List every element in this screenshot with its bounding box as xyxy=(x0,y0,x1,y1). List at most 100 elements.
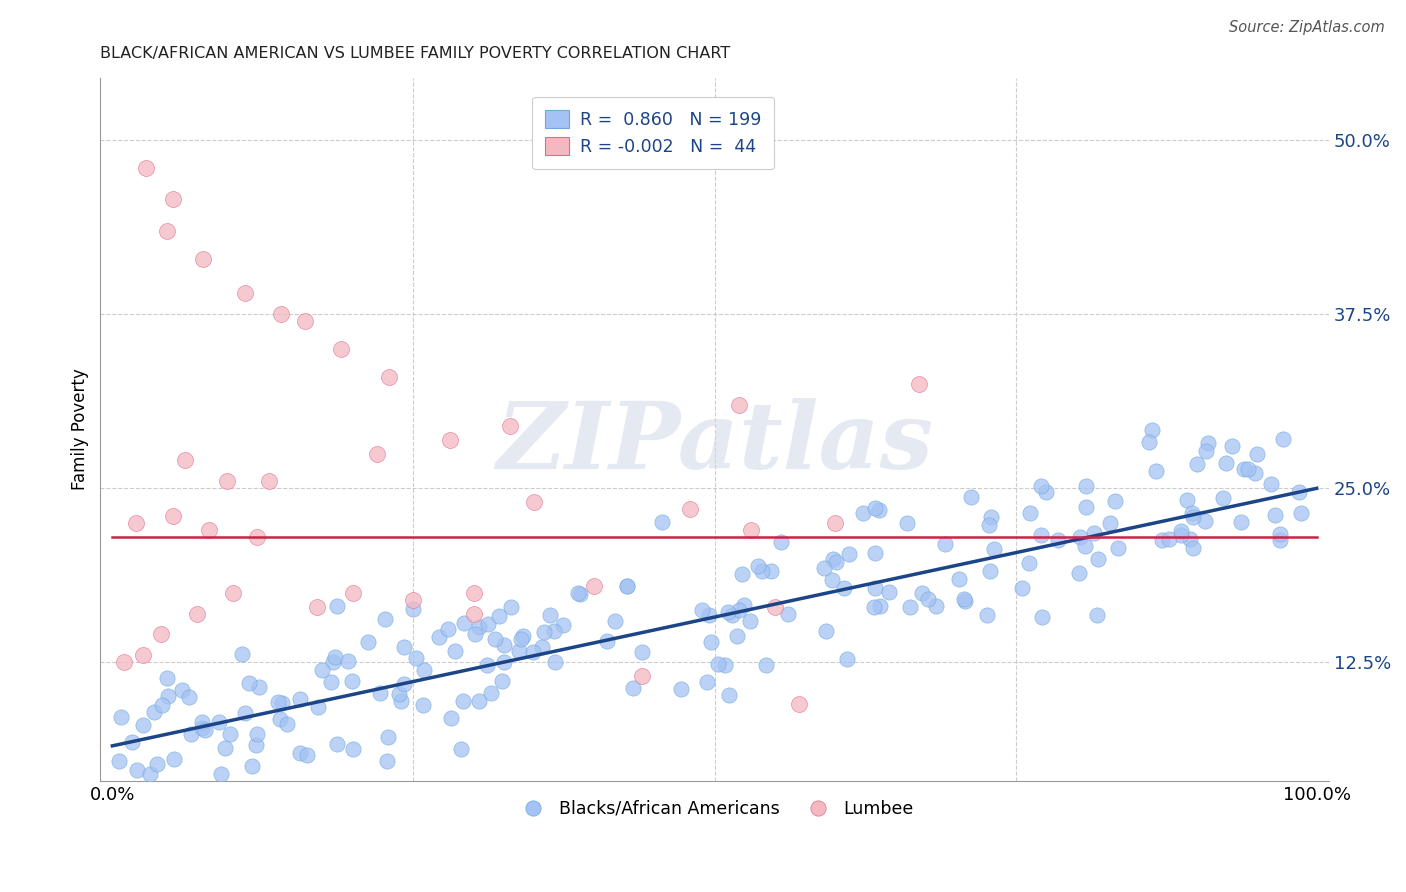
Point xyxy=(290,691,312,706)
Point xyxy=(479,686,502,700)
Point xyxy=(114,656,136,670)
Point xyxy=(508,644,530,658)
Point xyxy=(247,680,270,694)
Point xyxy=(631,669,654,683)
Point xyxy=(163,752,186,766)
Point xyxy=(233,706,256,720)
Point xyxy=(925,599,948,613)
Point xyxy=(246,727,269,741)
Point xyxy=(725,630,748,644)
Point xyxy=(132,717,155,731)
Text: BLACK/AFRICAN AMERICAN VS LUMBEE FAMILY POVERTY CORRELATION CHART: BLACK/AFRICAN AMERICAN VS LUMBEE FAMILY … xyxy=(100,46,731,62)
Legend: Blacks/African Americans, Lumbee: Blacks/African Americans, Lumbee xyxy=(509,793,921,825)
Point xyxy=(1085,607,1108,622)
Point xyxy=(787,697,810,711)
Point xyxy=(135,161,157,176)
Point xyxy=(139,766,162,780)
Point xyxy=(1215,456,1237,470)
Point xyxy=(209,766,232,780)
Point xyxy=(374,611,396,625)
Point xyxy=(669,682,692,697)
Point xyxy=(439,433,461,447)
Point xyxy=(740,614,762,628)
Point xyxy=(911,586,934,600)
Point xyxy=(1144,464,1167,478)
Point xyxy=(121,735,143,749)
Point xyxy=(405,651,427,665)
Point xyxy=(835,651,858,665)
Point xyxy=(444,644,467,658)
Point xyxy=(440,711,463,725)
Point xyxy=(377,731,399,745)
Point xyxy=(342,585,364,599)
Point xyxy=(1237,461,1260,475)
Point xyxy=(1212,491,1234,506)
Point xyxy=(979,518,1001,533)
Point xyxy=(763,599,786,614)
Point xyxy=(707,657,730,671)
Point xyxy=(814,624,837,638)
Point xyxy=(716,605,738,619)
Point xyxy=(1035,485,1057,500)
Point xyxy=(1244,466,1267,480)
Point xyxy=(208,715,231,730)
Point xyxy=(311,663,333,677)
Point xyxy=(980,510,1002,524)
Point xyxy=(215,475,238,489)
Point xyxy=(463,607,485,621)
Point xyxy=(1074,479,1097,493)
Point xyxy=(194,723,217,738)
Point xyxy=(499,418,522,433)
Point xyxy=(492,638,515,652)
Point xyxy=(1264,508,1286,522)
Point xyxy=(983,541,1005,556)
Point xyxy=(770,534,793,549)
Point xyxy=(621,681,644,695)
Point xyxy=(214,741,236,756)
Point xyxy=(294,314,316,328)
Point xyxy=(245,738,267,752)
Point xyxy=(1069,530,1091,544)
Point xyxy=(231,647,253,661)
Point xyxy=(162,509,184,524)
Point xyxy=(1104,494,1126,508)
Point xyxy=(412,698,434,713)
Point xyxy=(326,738,349,752)
Point xyxy=(1067,566,1090,580)
Point xyxy=(323,649,346,664)
Point xyxy=(378,370,401,384)
Point xyxy=(727,603,749,617)
Point xyxy=(879,584,901,599)
Point xyxy=(463,585,485,599)
Point xyxy=(1137,434,1160,449)
Point xyxy=(714,657,737,672)
Point xyxy=(246,530,269,544)
Point xyxy=(269,712,291,726)
Point xyxy=(110,710,132,724)
Point xyxy=(696,674,718,689)
Point xyxy=(522,645,544,659)
Point xyxy=(603,614,626,628)
Point xyxy=(727,398,749,412)
Point xyxy=(451,694,474,708)
Point xyxy=(131,648,153,663)
Point xyxy=(464,627,486,641)
Point xyxy=(330,342,353,356)
Point xyxy=(389,694,412,708)
Point xyxy=(651,515,673,529)
Point xyxy=(499,600,522,615)
Point xyxy=(544,655,567,669)
Point xyxy=(1268,526,1291,541)
Point xyxy=(1197,436,1219,450)
Point xyxy=(276,717,298,731)
Point xyxy=(778,607,800,621)
Point xyxy=(1180,506,1202,520)
Point xyxy=(952,591,974,606)
Point xyxy=(821,573,844,587)
Point xyxy=(908,376,931,391)
Point xyxy=(1074,500,1097,515)
Point xyxy=(616,579,638,593)
Point xyxy=(155,224,177,238)
Point xyxy=(437,622,460,636)
Point xyxy=(697,607,720,622)
